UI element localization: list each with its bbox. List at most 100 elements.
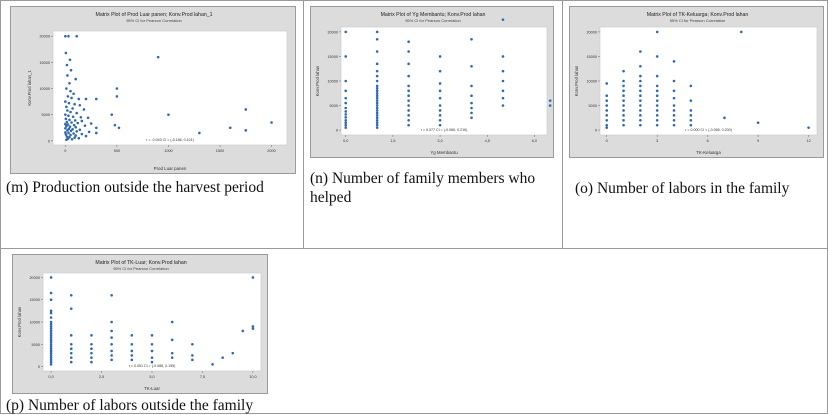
scatter-point [49, 338, 53, 342]
scatter-point [344, 89, 348, 93]
scatter-point [689, 123, 693, 127]
scatter-point [375, 69, 379, 73]
scatter-point [470, 94, 473, 98]
scatter-point [244, 129, 248, 132]
scatter-point [49, 311, 53, 315]
scatter-point [438, 82, 442, 85]
y-axis-label: Konv.Prod lahan [574, 65, 579, 96]
scatter-point [622, 94, 625, 98]
x-tick-label: 12 [806, 139, 810, 143]
scatter-point [77, 97, 81, 101]
scatter-point [64, 34, 67, 38]
scatter-point [130, 358, 134, 362]
scatter-point [672, 109, 676, 112]
scatter-point [407, 50, 410, 53]
y-tick-label: 20000 [327, 30, 338, 34]
scatter-point [344, 126, 348, 129]
scatter-point [375, 114, 379, 117]
scatter-point [69, 133, 72, 137]
scatter-point [622, 84, 625, 88]
scatter-point [49, 349, 53, 353]
scatter-point [672, 118, 676, 122]
scatter-point [49, 345, 53, 348]
scatter-point [375, 118, 379, 122]
y-tick-label: 5000 [32, 343, 40, 347]
scatter-point [110, 320, 113, 324]
scatter-point [655, 84, 659, 88]
scatter-point [344, 30, 348, 34]
scatter-point [470, 37, 473, 41]
scatter-point [110, 329, 113, 333]
scatter-point [655, 30, 659, 34]
x-tick-label: 2,5 [99, 375, 104, 379]
scatter-point [438, 89, 442, 93]
scatter-point [622, 79, 625, 83]
scatter-point [672, 96, 676, 100]
scatter-point [375, 104, 379, 107]
correlation-annotation: r = 0.000 CI = (-0.065, 0.200) [685, 128, 732, 132]
scatter-point [71, 107, 74, 110]
scatter-point [74, 134, 77, 137]
scatter-point [375, 37, 379, 41]
scatter-point [639, 89, 642, 93]
scatter-point [74, 77, 77, 81]
scatter-point [672, 79, 676, 83]
scatter-point [110, 342, 113, 346]
scatter-point [64, 133, 68, 136]
scatter-point [150, 342, 154, 346]
scatter-point [375, 87, 379, 90]
scatter-point [470, 101, 473, 105]
scatter-point [344, 110, 348, 113]
x-tick-label: 7,5 [200, 375, 205, 379]
scatter-point [344, 113, 348, 116]
chart-svg: Matrix Plot of Prod Luar panen; Konv.Pro… [27, 12, 288, 171]
scatter-point [75, 111, 79, 115]
scatter-point [639, 74, 642, 78]
scatter-point [622, 89, 625, 93]
scatter-point [689, 109, 693, 112]
y-tick-label: 0 [38, 365, 40, 369]
caption-m: (m) Production outside the harvest perio… [6, 179, 264, 196]
y-tick-label: 10000 [586, 80, 597, 84]
scatter-point [375, 123, 379, 127]
scatter-point [270, 121, 273, 124]
scatter-point [548, 99, 552, 102]
scatter-plot-n: Matrix Plot of Yg Membantu; Konv.Prod la… [310, 6, 554, 158]
scatter-point [66, 95, 70, 98]
scatter-point [77, 136, 81, 140]
scatter-point [73, 136, 76, 139]
y-tick-label: 15000 [327, 55, 338, 59]
scatter-point [375, 99, 379, 102]
scatter-plot-o: Matrix Plot of TK-Keluarga; Konv.Prod la… [569, 6, 824, 158]
scatter-point [76, 121, 80, 125]
correlation-annotation: r = 0.077 CI = (-0.066, 0.216) [421, 128, 468, 132]
scatter-point [241, 329, 245, 333]
scatter-point [167, 113, 170, 116]
scatter-point [49, 340, 53, 344]
scatter-point [115, 87, 119, 90]
scatter-point [89, 122, 93, 125]
scatter-point [639, 64, 642, 68]
scatter-point [49, 347, 53, 351]
scatter-point [622, 118, 625, 122]
scatter-point [67, 114, 70, 118]
x-tick-label: 0 [606, 139, 608, 143]
scatter-point [84, 97, 88, 101]
scatter-point [95, 126, 98, 130]
scatter-point [438, 123, 442, 127]
scatter-point [49, 276, 53, 279]
scatter-point [66, 74, 69, 77]
correlation-annotation: r = 0.051 CI = (-0.088, 0.195) [129, 364, 176, 368]
scatter-point [639, 114, 642, 117]
scatter-point [130, 334, 134, 337]
scatter-point [756, 121, 760, 125]
scatter-point [66, 129, 69, 132]
scatter-point [49, 316, 53, 319]
scatter-point [740, 30, 743, 34]
scatter-point [79, 115, 83, 119]
scatter-point [65, 63, 69, 67]
scatter-point [113, 123, 117, 127]
caption-p: (p) Number of labors outside the family [6, 397, 254, 414]
scatter-point [672, 123, 676, 127]
scatter-point [605, 104, 609, 107]
